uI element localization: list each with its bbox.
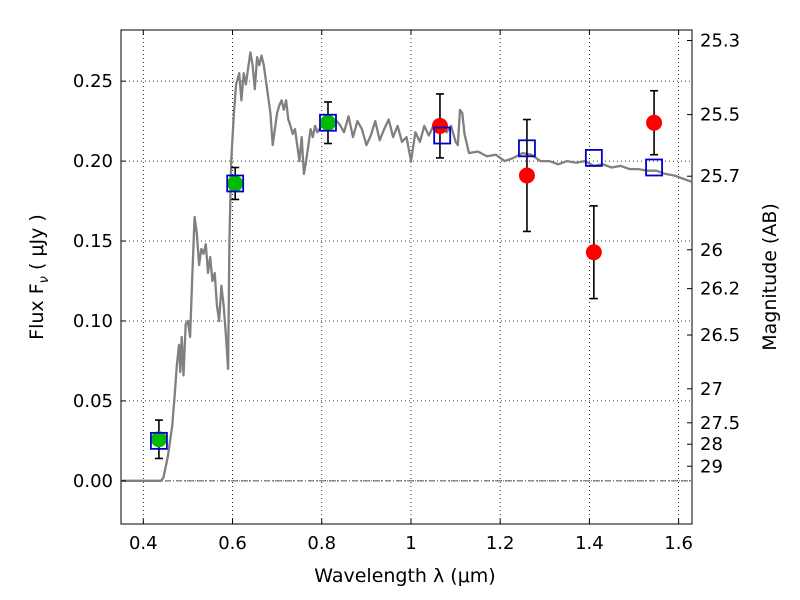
observed-point <box>150 431 167 448</box>
y-tick-label: 0.05 <box>73 391 113 412</box>
model-photometry-point <box>150 431 168 450</box>
x-tick-label: 1.6 <box>664 533 693 554</box>
x-tick-label: 1.2 <box>486 533 515 554</box>
model-photometry-point <box>645 158 663 177</box>
y-tick-label: 0.15 <box>73 231 113 252</box>
model-photometry-point <box>584 148 603 167</box>
model-spectrum-line <box>121 51 693 482</box>
y2-tick-label: 25.5 <box>700 105 740 126</box>
y2-tick-label: 27.5 <box>700 413 740 434</box>
plot-frame <box>120 29 693 525</box>
y-axis-label-main: Flux F <box>26 283 48 339</box>
y2-tick-label: 26.5 <box>700 325 740 346</box>
y-tick-label: 0.20 <box>73 151 113 172</box>
y2-tick-label: 29 <box>700 456 723 477</box>
model-photometry-point <box>433 126 452 145</box>
model-photometry-point <box>518 139 536 158</box>
y-axis-label-sub: ν <box>37 276 52 283</box>
tick-layer: 0.4 0.6 0.8 1 1.2 1.4 1.6 0.00 0.05 0.10 0.15 0.20 0… <box>73 30 740 554</box>
x-tick-label: 0.4 <box>129 533 158 554</box>
spectrum-layer <box>121 51 693 482</box>
y-axis-label-unit: ( μJy ) <box>26 214 48 276</box>
observed-point <box>518 167 535 184</box>
observed-point <box>431 117 448 134</box>
marker-layer <box>150 89 663 460</box>
y2-tick-label: 26 <box>700 240 723 261</box>
y2-axis-label: Magnitude (AB) <box>759 203 781 351</box>
y-tick-label: 0.00 <box>73 471 113 492</box>
model-photometry-point <box>319 113 337 132</box>
observed-point <box>585 244 602 261</box>
y-tick-label: 0.25 <box>73 71 113 92</box>
y2-tick-label: 25.7 <box>700 166 740 187</box>
x-tick-label: 1.4 <box>575 533 604 554</box>
y2-tick-label: 28 <box>700 434 723 455</box>
x-tick-label: 0.6 <box>218 533 247 554</box>
x-axis-label: Wavelength λ (μm) <box>314 565 495 587</box>
model-photometry-point <box>226 174 245 193</box>
y2-tick-label: 26.2 <box>700 279 740 300</box>
observed-point <box>319 114 336 131</box>
observed-point <box>227 175 244 192</box>
y-tick-label: 0.10 <box>73 311 113 332</box>
observed-point <box>646 114 663 131</box>
y-axis-label: Flux Fν ( μJy ) <box>26 214 52 340</box>
x-tick-label: 1 <box>405 533 416 554</box>
x-tick-label: 0.8 <box>307 533 336 554</box>
y2-tick-label: 25.3 <box>700 31 740 52</box>
y2-tick-label: 27 <box>700 379 723 400</box>
